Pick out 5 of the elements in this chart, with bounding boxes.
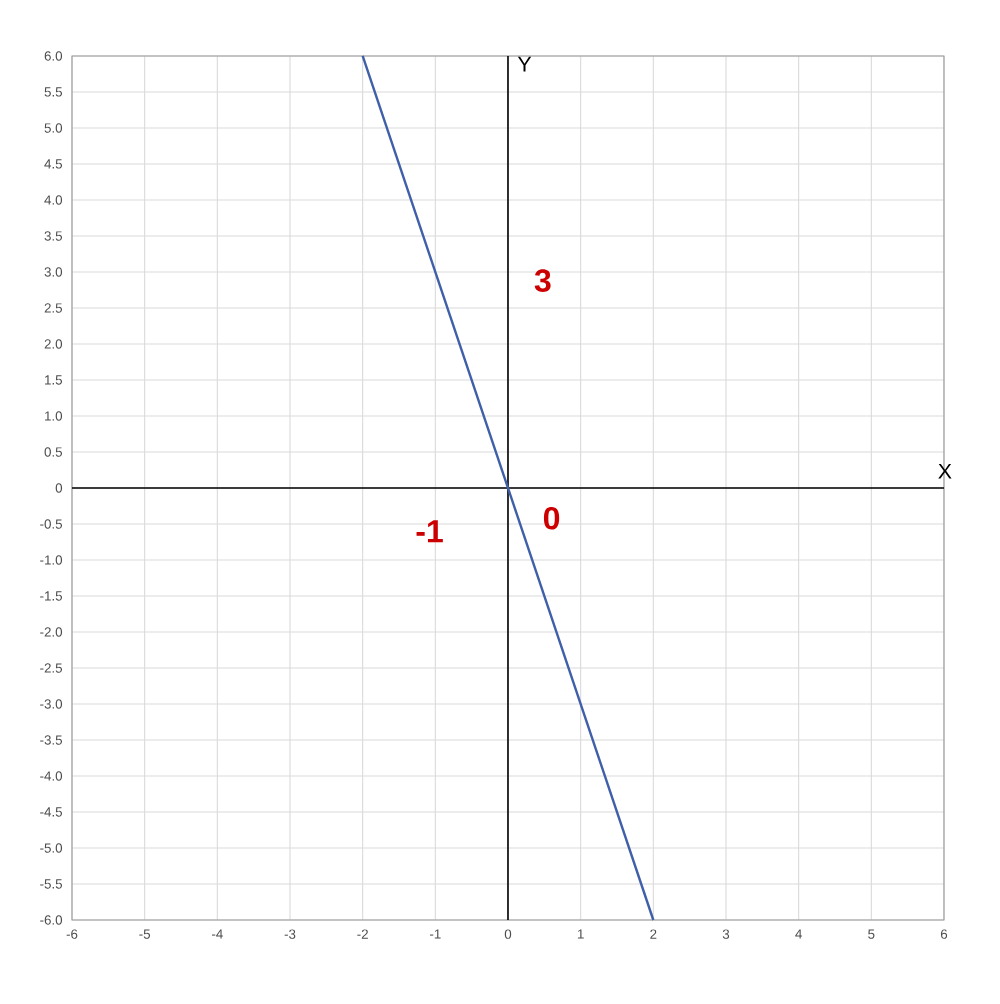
- annotation: -1: [416, 520, 443, 543]
- y-axis-title: Y: [517, 56, 532, 72]
- x-axis-title: X: [938, 463, 952, 479]
- annotation: 0: [543, 506, 560, 530]
- annotation: 3: [534, 269, 551, 292]
